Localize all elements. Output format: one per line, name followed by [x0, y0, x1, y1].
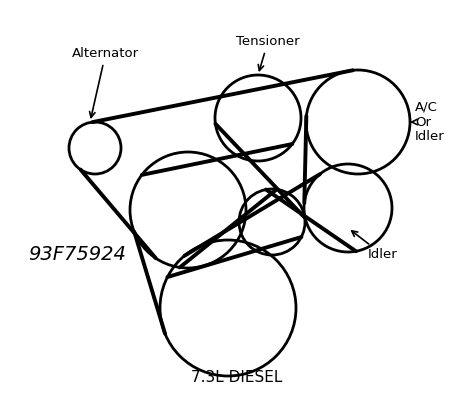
Text: Alternator: Alternator	[72, 47, 139, 118]
Text: A/C
Or
Idler: A/C Or Idler	[411, 100, 445, 143]
Text: 7.3L DIESEL: 7.3L DIESEL	[191, 370, 283, 386]
Text: 93F75924: 93F75924	[28, 245, 126, 264]
Text: Idler: Idler	[352, 231, 398, 262]
Text: Tensioner: Tensioner	[236, 35, 300, 71]
